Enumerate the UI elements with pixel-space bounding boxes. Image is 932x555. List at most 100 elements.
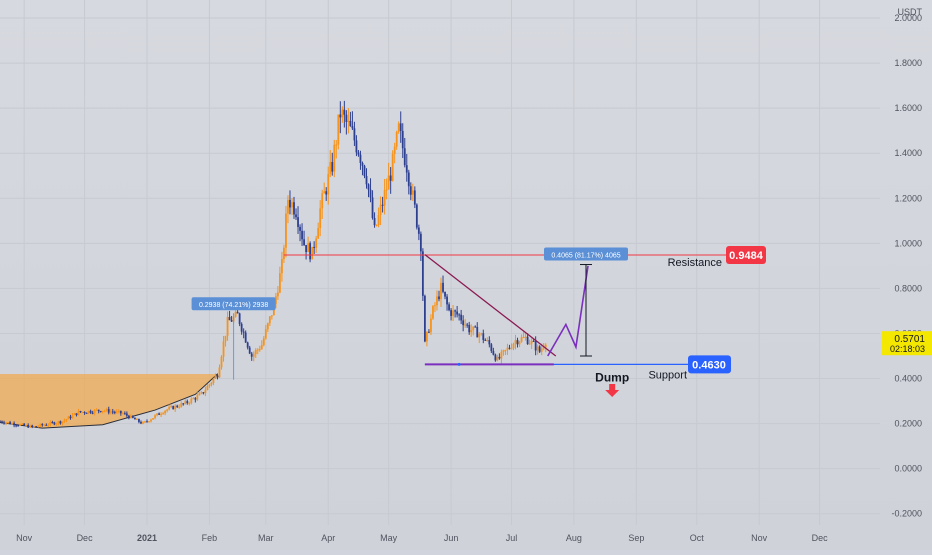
y-tick-label: 0.2000 [894, 419, 922, 429]
candle-body [442, 282, 444, 292]
candle-body [498, 356, 501, 359]
candle-body [397, 123, 400, 133]
candle-body [136, 418, 138, 420]
candle-body [520, 337, 523, 342]
candle-body [17, 425, 20, 427]
candle-body [395, 132, 398, 147]
candle-body [19, 424, 22, 426]
candle-body [182, 403, 185, 405]
candle-body [178, 406, 181, 408]
x-tick-label: Jun [444, 533, 459, 543]
candle-body [266, 323, 269, 330]
candle-body [142, 422, 144, 424]
candle-body [478, 333, 481, 338]
cup-zone [0, 374, 218, 429]
candle-body [113, 411, 116, 413]
candle-body [409, 186, 412, 195]
candle-body [522, 337, 525, 339]
candle-body [25, 425, 28, 427]
y-tick-label: -0.2000 [891, 509, 922, 519]
candle-body [339, 114, 342, 118]
y-tick-label: 0.4000 [894, 374, 922, 384]
candle-body [331, 161, 334, 172]
candle-body [399, 123, 402, 131]
candle-body [434, 305, 436, 307]
candle-body [436, 296, 438, 306]
candle-body [270, 315, 273, 317]
candle-body [367, 184, 370, 190]
candle-body [365, 175, 368, 185]
measure-2-label: 0.4065 (81.17%) 4065 [551, 253, 620, 260]
candle-body [335, 144, 338, 146]
candle-body [121, 413, 124, 415]
candle-body [119, 410, 122, 414]
candle-body [450, 310, 452, 316]
candle-body [0, 421, 1, 423]
support-point [457, 362, 461, 366]
candle-body [333, 144, 336, 172]
x-tick-label: Feb [202, 533, 218, 543]
candle-body [287, 199, 289, 214]
candle-body [542, 347, 545, 349]
x-tick-label: Dec [812, 533, 829, 543]
candle-body [383, 190, 386, 206]
x-tick-label: Apr [321, 533, 335, 543]
candle-body [67, 416, 70, 420]
candle-body [176, 405, 179, 408]
candle-body [27, 425, 30, 428]
candle-body [95, 409, 98, 411]
candle-body [423, 295, 426, 342]
current-price-badge[interactable] [882, 331, 932, 356]
candle-body [377, 214, 380, 226]
candle-body [440, 282, 442, 300]
candle-body [301, 230, 303, 240]
candle-body [480, 333, 483, 335]
candle-body [111, 411, 114, 413]
candle-body [103, 410, 106, 412]
candle-body [212, 378, 215, 383]
candle-body [297, 217, 299, 227]
candle-body [222, 341, 225, 357]
x-tick-label: May [380, 533, 398, 543]
candle-body [148, 421, 150, 423]
candle-body [47, 424, 50, 426]
candle-body [198, 393, 201, 396]
candle-body [291, 202, 293, 208]
candle-body [464, 324, 467, 326]
candle-body [488, 340, 491, 345]
x-tick-label: Nov [751, 533, 768, 543]
candle-body [262, 338, 265, 346]
candle-body [444, 291, 446, 297]
down-arrow-icon [605, 384, 620, 397]
candle-body [65, 419, 68, 421]
candle-body [528, 343, 531, 345]
candle-body [152, 418, 154, 420]
x-axis[interactable]: Nov Dec 2021 Feb Mar Apr May Jun Jul Aug Sep Oct Nov… [16, 533, 828, 543]
candle-body [307, 243, 310, 253]
candle-body [154, 415, 156, 419]
candle-body [117, 410, 120, 412]
candle-body [168, 407, 171, 410]
candle-body [466, 324, 469, 326]
candle-body [75, 413, 78, 416]
candle-body [371, 197, 374, 218]
x-tick-label: Sep [628, 533, 644, 543]
candle-body [363, 165, 366, 176]
candle-body [375, 225, 378, 227]
candle-body [492, 350, 495, 355]
candle-body [9, 422, 11, 424]
x-tick-label: Aug [566, 533, 582, 543]
candle-body [295, 214, 297, 218]
candle-body [71, 415, 74, 419]
candle-body [53, 422, 56, 425]
currency-label: USDT [898, 7, 923, 17]
candle-body [353, 128, 356, 141]
candle-body [134, 417, 136, 420]
candle-body [140, 421, 142, 424]
candle-body [146, 421, 148, 423]
dump-label: Dump [595, 370, 629, 384]
annotations: 0.9484 Resistance 0.4630 Support 0.2938 (74.… [191, 245, 932, 397]
